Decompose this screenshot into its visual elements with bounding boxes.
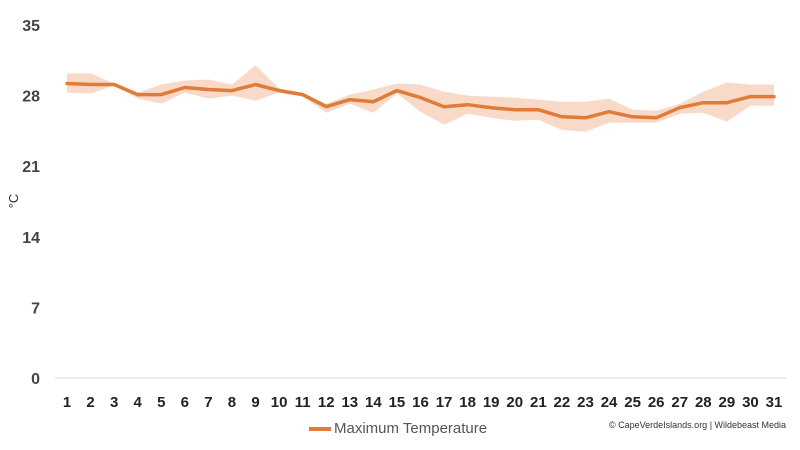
x-tick-label: 27 [671,394,688,411]
x-tick-label: 23 [577,394,594,411]
data-point [442,105,446,109]
data-point [748,95,752,99]
x-tick-label: 7 [204,394,212,411]
data-point [136,93,140,97]
x-tick-label: 16 [412,394,429,411]
x-tick-label: 24 [601,394,618,411]
x-tick-label: 11 [295,394,311,411]
x-tick-label: 13 [341,394,358,411]
data-point [489,106,493,110]
y-tick-label: 35 [22,18,40,35]
data-point [560,115,564,119]
y-tick-label: 0 [31,371,40,388]
data-point [277,89,281,93]
x-tick-label: 22 [554,394,571,411]
x-tick-label: 29 [719,394,736,411]
x-tick-label: 20 [506,394,523,411]
data-point [112,83,116,87]
x-tick-label: 3 [110,394,118,411]
data-point [513,108,517,112]
y-tick-label: 7 [31,300,40,317]
data-point [654,116,658,120]
x-tick-label: 8 [228,394,236,411]
data-point [254,83,258,87]
data-point [159,93,163,97]
x-tick-label: 25 [624,394,641,411]
data-point [348,98,352,102]
x-tick-label: 21 [530,394,547,411]
x-tick-label: 12 [318,394,335,411]
x-tick-label: 14 [365,394,382,411]
x-tick-label: 10 [271,394,288,411]
legend-swatch [309,426,331,431]
data-point [678,106,682,110]
data-point [89,83,93,87]
x-tick-label: 2 [86,394,94,411]
data-point [536,108,540,112]
x-tick-label: 31 [766,394,783,411]
x-tick-label: 9 [251,394,259,411]
legend: Maximum Temperature [309,420,487,437]
data-point [65,81,69,85]
series-line-layer [65,81,776,120]
x-tick-label: 15 [389,394,406,411]
data-point [725,101,729,105]
x-tick-label: 17 [436,394,453,411]
y-axis-label: °C [6,194,21,209]
data-point [631,115,635,119]
data-point [701,101,705,105]
x-tick-label: 19 [483,394,500,411]
data-point [301,93,305,97]
data-point [371,100,375,104]
legend-label: Maximum Temperature [334,420,488,437]
y-tick-label: 21 [22,159,40,176]
y-tick-label: 14 [22,230,40,247]
x-tick-label: 28 [695,394,712,411]
data-point [607,110,611,114]
data-point [230,89,234,93]
data-point [395,89,399,93]
x-tick-label: 26 [648,394,665,411]
x-tick-label: 6 [181,394,189,411]
data-point [583,116,587,120]
credit-text: © CapeVerdeIslands.org | Wildebeast Medi… [609,420,787,430]
data-point [466,103,470,107]
data-point [419,96,422,100]
data-point [772,95,776,99]
x-tick-label: 30 [742,394,759,411]
y-tick-label: 28 [22,89,40,106]
x-tick-label: 1 [63,394,71,411]
x-tick-label: 4 [134,394,143,411]
data-point [206,88,210,92]
x-tick-label: 5 [157,394,165,411]
data-point [324,105,328,109]
x-tick-label: 18 [459,394,476,411]
data-point [183,86,187,90]
